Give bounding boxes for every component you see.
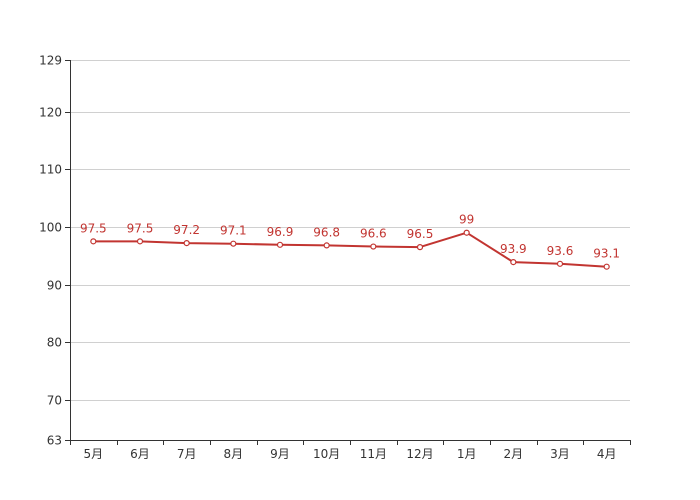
x-axis-tick-labels: 5月 6月 7月 8月 9月 10月 11月 12月 1月 2月 3月 4月 bbox=[84, 447, 617, 461]
data-point bbox=[603, 263, 610, 270]
x-tick-label: 6月 bbox=[130, 447, 150, 461]
y-tick-label: 80 bbox=[47, 336, 62, 350]
data-point bbox=[90, 238, 97, 245]
data-label: 97.1 bbox=[220, 224, 247, 238]
data-label: 96.6 bbox=[360, 227, 387, 241]
y-tick-label: 100 bbox=[39, 221, 62, 235]
x-tick-label: 7月 bbox=[177, 447, 197, 461]
x-tick-label: 8月 bbox=[224, 447, 244, 461]
y-tick-label: 63 bbox=[47, 434, 62, 448]
x-tick-label: 12月 bbox=[406, 447, 433, 461]
data-point bbox=[276, 241, 284, 248]
x-tick-label: 5月 bbox=[84, 447, 104, 461]
x-tick-label: 1月 bbox=[457, 447, 477, 461]
y-tick-label: 129 bbox=[39, 54, 62, 68]
y-axis-tick-labels: 63 70 80 90 100 110 120 129 bbox=[39, 54, 62, 448]
series-line bbox=[93, 231, 607, 268]
grid-lines bbox=[70, 60, 630, 401]
y-tick-label: 90 bbox=[47, 279, 62, 293]
x-tick-label: 3月 bbox=[550, 447, 570, 461]
data-point bbox=[230, 240, 237, 247]
data-point bbox=[370, 243, 377, 250]
y-tick-label: 120 bbox=[39, 106, 62, 120]
data-label: 93.6 bbox=[547, 244, 574, 258]
series-line bbox=[93, 231, 607, 268]
data-label: 96.9 bbox=[267, 225, 294, 239]
data-point bbox=[463, 229, 470, 236]
data-point bbox=[323, 242, 330, 249]
data-point bbox=[183, 239, 190, 247]
data-point bbox=[556, 260, 564, 267]
data-label: 99 bbox=[459, 213, 474, 227]
x-tick-label: 10月 bbox=[313, 447, 340, 461]
data-labels: 97.5 97.5 97.2 97.1 96.9 96.8 96.6 96.5 99 93.9 93… bbox=[80, 213, 620, 261]
x-tick-label: 11月 bbox=[360, 447, 387, 461]
data-points bbox=[90, 229, 610, 270]
data-point bbox=[136, 238, 144, 245]
data-point bbox=[510, 258, 517, 266]
x-tick-label: 4月 bbox=[597, 447, 617, 461]
y-tick-label: 70 bbox=[47, 394, 62, 408]
data-label: 97.5 bbox=[80, 221, 107, 235]
data-label: 96.8 bbox=[313, 225, 340, 239]
data-label: 93.9 bbox=[500, 242, 527, 256]
axes bbox=[65, 60, 631, 445]
x-tick-label: 2月 bbox=[504, 447, 524, 461]
data-point bbox=[416, 244, 424, 251]
y-tick-label: 110 bbox=[39, 163, 62, 177]
data-label: 97.2 bbox=[173, 223, 200, 237]
data-label: 97.5 bbox=[127, 221, 154, 235]
data-label: 93.1 bbox=[593, 247, 620, 261]
data-label: 96.5 bbox=[407, 227, 434, 241]
x-tick-label: 9月 bbox=[270, 447, 290, 461]
